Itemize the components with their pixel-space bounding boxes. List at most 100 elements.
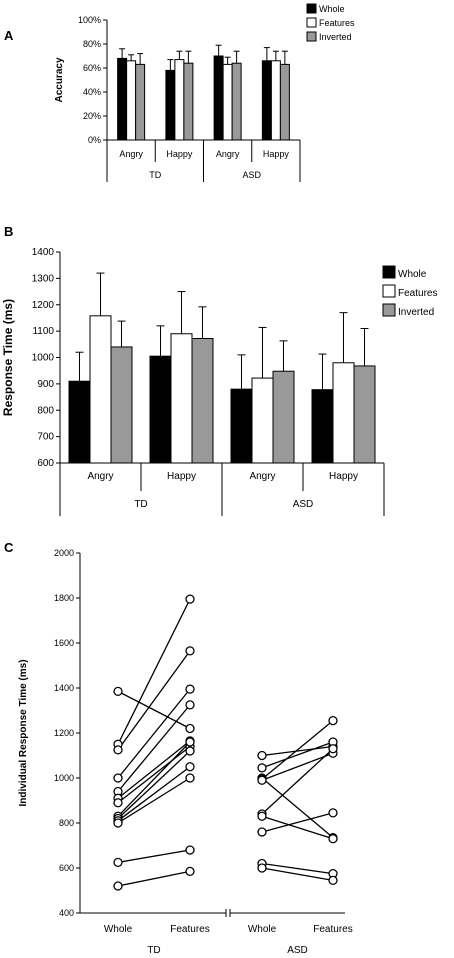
data-point xyxy=(185,773,195,783)
subject-line xyxy=(117,690,191,730)
data-point xyxy=(257,811,267,821)
y-tick-label: 800 xyxy=(59,818,74,828)
data-point xyxy=(185,723,195,734)
bar-features xyxy=(270,60,281,141)
legend-swatch xyxy=(306,17,317,28)
y-tick-label: 40% xyxy=(83,87,101,97)
bar-inverted xyxy=(110,346,133,464)
subject-line xyxy=(117,870,191,887)
legend-label: Features xyxy=(319,18,355,28)
subject-line xyxy=(117,650,191,751)
category-label: Angry xyxy=(87,471,113,482)
group-label: TD xyxy=(147,945,160,956)
y-tick-label: 1600 xyxy=(54,638,74,648)
data-point xyxy=(257,863,267,873)
data-point xyxy=(113,686,123,697)
bar-features xyxy=(251,377,274,464)
y-tick-label: 1300 xyxy=(32,273,55,284)
subject-line xyxy=(261,752,334,781)
legend-swatch xyxy=(306,3,317,14)
subject-line xyxy=(261,812,334,833)
data-point xyxy=(185,594,195,604)
bar-whole xyxy=(165,69,176,141)
data-point xyxy=(185,866,195,877)
legend-swatch xyxy=(382,265,396,279)
bar-features xyxy=(126,60,137,141)
subject-line xyxy=(261,777,334,839)
bar-features xyxy=(170,333,193,464)
bar-whole xyxy=(149,355,172,464)
bar-features xyxy=(89,315,112,464)
bar-features xyxy=(174,59,185,141)
x-tick-label: Features xyxy=(170,924,209,935)
bar-inverted xyxy=(135,63,146,141)
data-point xyxy=(328,875,338,886)
data-point xyxy=(257,775,267,785)
data-point xyxy=(257,750,267,761)
data-point xyxy=(185,646,195,656)
data-point xyxy=(185,762,195,772)
x-tick-label: Whole xyxy=(248,924,277,935)
subject-line xyxy=(261,862,334,875)
group-label: ASD xyxy=(293,499,314,510)
subject-line xyxy=(261,815,334,840)
group-label: TD xyxy=(134,499,147,510)
y-tick-label: 600 xyxy=(37,458,54,469)
y-tick-label: 100% xyxy=(78,15,101,25)
subject-line xyxy=(117,750,191,819)
data-point xyxy=(113,881,123,891)
y-tick-label: 1100 xyxy=(32,326,54,337)
y-tick-label: 1800 xyxy=(54,593,74,603)
subject-line xyxy=(261,720,334,780)
y-tick-label: 600 xyxy=(59,863,74,873)
bar-features xyxy=(332,362,355,464)
category-label: Happy xyxy=(263,149,290,159)
category-label: Happy xyxy=(166,149,193,159)
bar-features xyxy=(222,63,233,141)
y-tick-label: 800 xyxy=(37,405,54,416)
x-tick-label: Features xyxy=(313,924,352,935)
subject-line xyxy=(261,748,334,815)
category-label: Happy xyxy=(167,471,196,482)
y-tick-label: 1000 xyxy=(54,773,74,783)
data-point xyxy=(113,857,123,868)
category-label: Angry xyxy=(249,471,275,482)
panel-letter: B xyxy=(4,224,13,239)
panel-c: C 400 600 800 1000 1200 1400 1600 1800 2000 Indivi… xyxy=(4,540,353,956)
panel-a: A 0% 20% 40% 60% 80% 100% Accuracy Angry Happy Ang… xyxy=(4,3,355,182)
bar-inverted xyxy=(183,62,194,141)
data-point xyxy=(328,834,338,844)
data-point xyxy=(185,845,195,855)
subject-line xyxy=(117,598,191,745)
subject-line xyxy=(117,745,191,804)
y-tick-label: 700 xyxy=(37,432,54,443)
legend-swatch xyxy=(306,31,317,42)
y-tick-label: 1200 xyxy=(32,300,55,311)
panel-letter: C xyxy=(4,540,14,555)
bar-inverted xyxy=(353,365,376,464)
group-label: ASD xyxy=(242,170,261,180)
subject-line xyxy=(117,688,191,779)
y-tick-label: 1000 xyxy=(32,353,55,364)
panel-b: B 600 700 800 900 1000 1100 1200 1300 1400 Respons… xyxy=(1,224,437,516)
subject-line xyxy=(117,777,191,824)
bar-whole xyxy=(230,388,253,464)
data-point xyxy=(185,746,195,756)
group-label: ASD xyxy=(287,945,308,956)
subject-line xyxy=(261,745,334,757)
subject-line xyxy=(117,766,191,822)
bar-whole xyxy=(311,389,334,464)
bar-inverted xyxy=(191,338,214,464)
y-tick-label: 80% xyxy=(83,39,101,49)
subject-line xyxy=(117,741,191,817)
y-tick-label: 1200 xyxy=(54,728,74,738)
bar-inverted xyxy=(272,370,295,464)
data-point xyxy=(328,808,338,818)
legend-label: Whole xyxy=(319,4,345,14)
data-point xyxy=(113,798,123,808)
bar-whole xyxy=(261,60,272,141)
legend-label: Features xyxy=(398,288,437,299)
bar-whole xyxy=(213,55,224,141)
subject-line xyxy=(261,867,334,882)
